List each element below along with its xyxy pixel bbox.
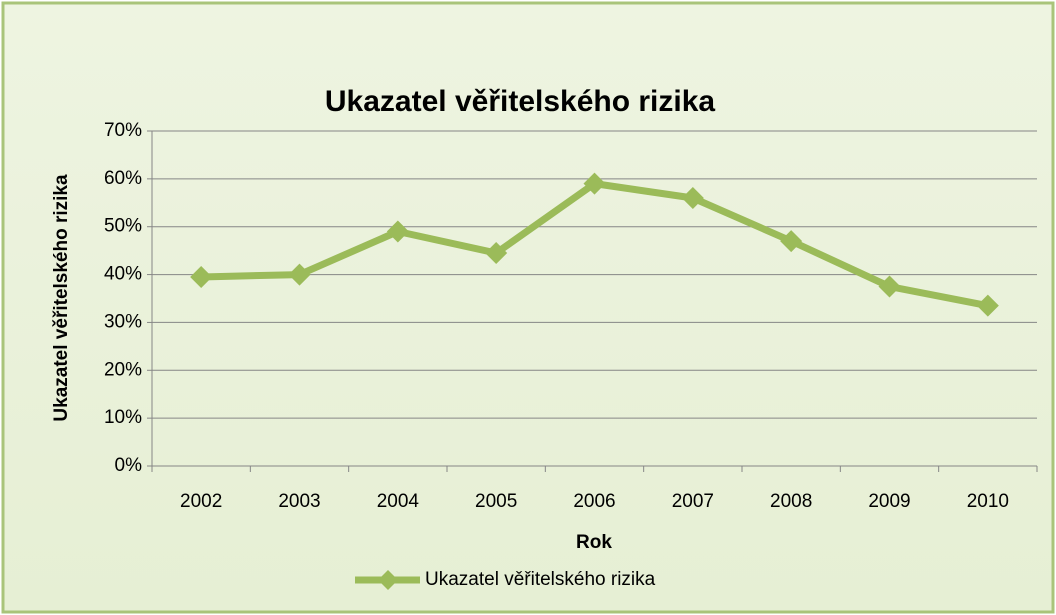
x-tick-label: 2007 xyxy=(672,491,714,512)
y-tick-label: 10% xyxy=(104,407,142,428)
y-axis-label: Ukazatel věřitelského rizika xyxy=(51,174,72,422)
x-tick-label: 2005 xyxy=(475,491,517,512)
y-tick-label: 30% xyxy=(104,311,142,332)
chart-title: Ukazatel věřitelského rizika xyxy=(325,85,716,118)
x-tick-label: 2002 xyxy=(180,491,222,512)
x-tick-label: 2004 xyxy=(377,491,420,512)
y-tick-label: 20% xyxy=(104,359,142,380)
y-tick-label: 0% xyxy=(115,455,143,476)
x-tick-label: 2003 xyxy=(278,491,320,512)
marker xyxy=(976,294,999,317)
legend-marker xyxy=(378,570,398,590)
y-tick-label: 60% xyxy=(104,168,142,189)
x-axis-label: Rok xyxy=(576,532,612,553)
marker xyxy=(485,242,508,265)
x-tick-label: 2006 xyxy=(573,491,615,512)
marker xyxy=(583,172,606,195)
marker xyxy=(681,187,704,209)
x-tick-label: 2008 xyxy=(770,491,812,512)
marker xyxy=(780,230,803,253)
marker xyxy=(190,265,213,288)
y-tick-label: 50% xyxy=(104,216,142,237)
marker xyxy=(386,220,409,243)
y-tick-label: 40% xyxy=(104,264,142,285)
marker xyxy=(288,263,311,286)
x-tick-label: 2010 xyxy=(967,491,1009,512)
y-tick-label: 70% xyxy=(104,120,142,141)
legend-label: Ukazatel věřitelského rizika xyxy=(425,569,656,590)
marker xyxy=(878,275,901,298)
x-tick-label: 2009 xyxy=(868,491,910,512)
